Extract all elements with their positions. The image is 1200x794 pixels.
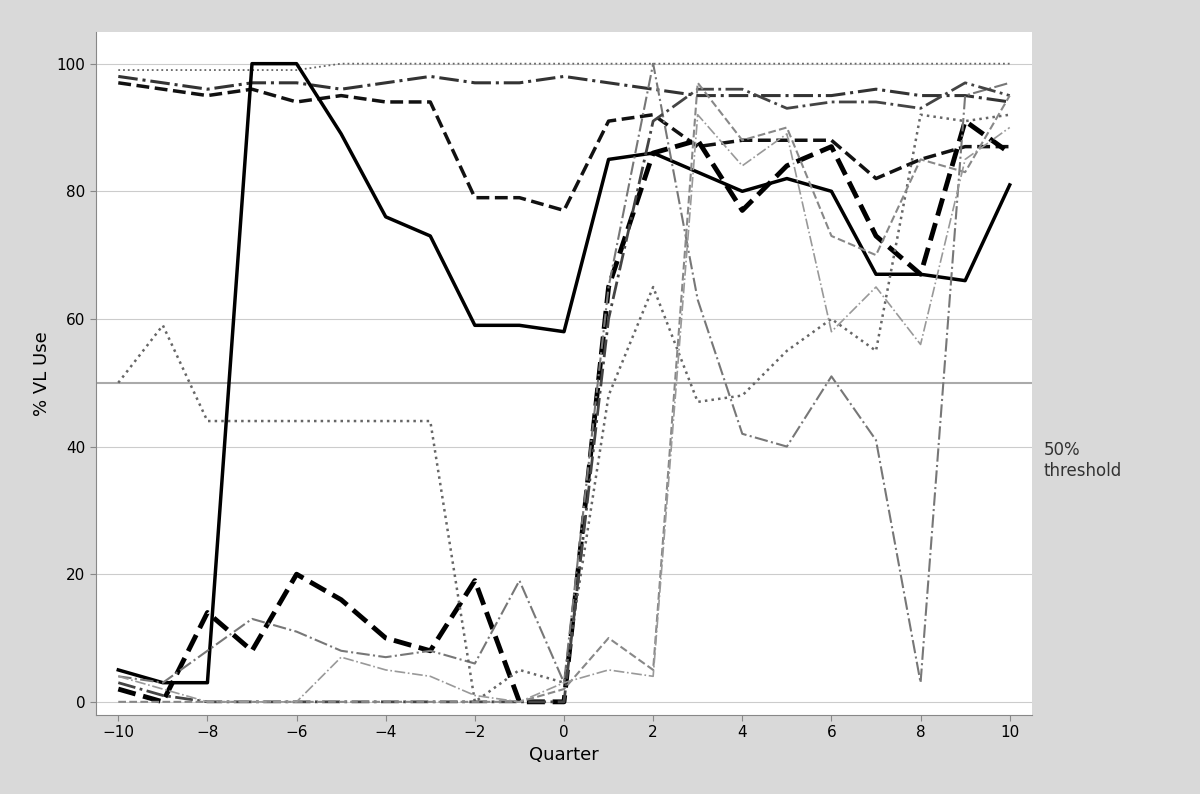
Text: 50%
threshold: 50% threshold	[1044, 441, 1122, 480]
X-axis label: Quarter: Quarter	[529, 746, 599, 764]
Y-axis label: % VL Use: % VL Use	[34, 331, 52, 415]
